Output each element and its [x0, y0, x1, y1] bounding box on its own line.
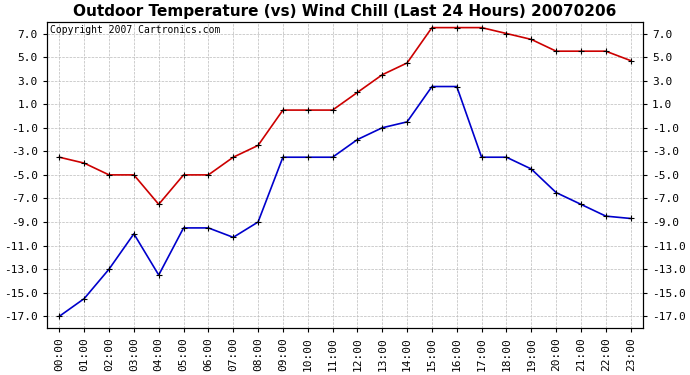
Text: Copyright 2007 Cartronics.com: Copyright 2007 Cartronics.com [50, 25, 220, 35]
Title: Outdoor Temperature (vs) Wind Chill (Last 24 Hours) 20070206: Outdoor Temperature (vs) Wind Chill (Las… [73, 4, 617, 19]
